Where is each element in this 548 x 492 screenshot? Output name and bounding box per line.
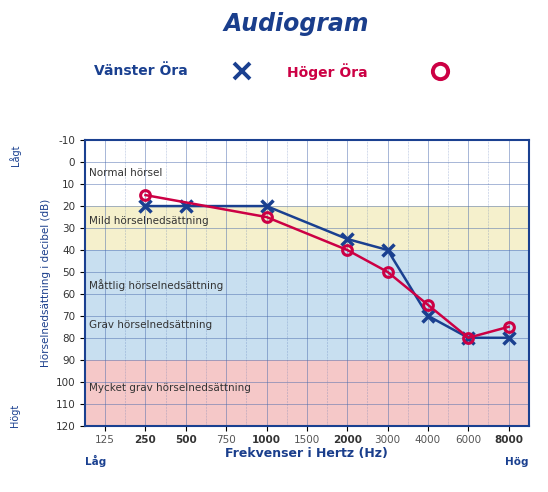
Bar	[85, 206, 529, 250]
Text: Låg: Låg	[85, 455, 106, 467]
Text: Lågt: Lågt	[9, 144, 21, 166]
X-axis label: Frekvenser i Hertz (Hz): Frekvenser i Hertz (Hz)	[225, 447, 389, 460]
Text: Mild hörselnedsättning: Mild hörselnedsättning	[89, 216, 209, 226]
Text: Normal hörsel: Normal hörsel	[89, 168, 163, 178]
Y-axis label: Hörselnedsättning i decibel (dB): Hörselnedsättning i decibel (dB)	[41, 199, 52, 367]
Text: Grav hörselnedsättning: Grav hörselnedsättning	[89, 320, 213, 330]
Text: Mycket grav hörselnedsättning: Mycket grav hörselnedsättning	[89, 383, 251, 393]
Bar	[85, 250, 529, 316]
Bar	[85, 316, 529, 360]
Text: Måttlig hörselnedsättning: Måttlig hörselnedsättning	[89, 279, 224, 291]
Text: Högt: Högt	[10, 404, 20, 428]
Text: Höger Öra: Höger Öra	[287, 63, 368, 80]
Bar	[85, 140, 529, 206]
Text: Vänster Öra: Vänster Öra	[94, 64, 187, 78]
Bar	[85, 360, 529, 426]
Text: Audiogram: Audiogram	[223, 12, 369, 36]
Text: Hög: Hög	[505, 457, 529, 467]
